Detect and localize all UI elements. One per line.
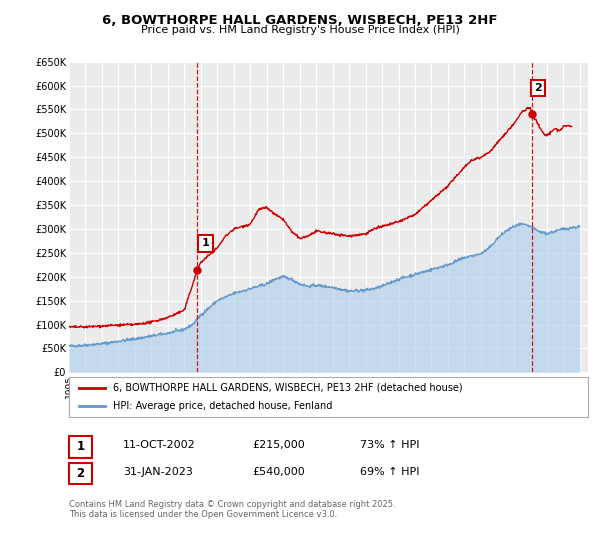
Text: 1: 1 bbox=[202, 239, 209, 248]
Text: 69% ↑ HPI: 69% ↑ HPI bbox=[360, 466, 419, 477]
Text: £215,000: £215,000 bbox=[252, 440, 305, 450]
Text: 2: 2 bbox=[76, 466, 85, 480]
Text: 2: 2 bbox=[535, 83, 542, 93]
Point bbox=[76, 384, 83, 391]
Point bbox=[102, 403, 109, 410]
Text: £540,000: £540,000 bbox=[252, 466, 305, 477]
Point bbox=[102, 384, 109, 391]
Text: 31-JAN-2023: 31-JAN-2023 bbox=[123, 466, 193, 477]
Text: HPI: Average price, detached house, Fenland: HPI: Average price, detached house, Fenl… bbox=[113, 402, 332, 411]
Text: Price paid vs. HM Land Registry's House Price Index (HPI): Price paid vs. HM Land Registry's House … bbox=[140, 25, 460, 35]
Text: 11-OCT-2002: 11-OCT-2002 bbox=[123, 440, 196, 450]
Text: 1: 1 bbox=[76, 440, 85, 454]
Text: 73% ↑ HPI: 73% ↑ HPI bbox=[360, 440, 419, 450]
Point bbox=[76, 403, 83, 410]
Text: 6, BOWTHORPE HALL GARDENS, WISBECH, PE13 2HF (detached house): 6, BOWTHORPE HALL GARDENS, WISBECH, PE13… bbox=[113, 383, 463, 393]
Text: Contains HM Land Registry data © Crown copyright and database right 2025.
This d: Contains HM Land Registry data © Crown c… bbox=[69, 500, 395, 519]
Text: 6, BOWTHORPE HALL GARDENS, WISBECH, PE13 2HF: 6, BOWTHORPE HALL GARDENS, WISBECH, PE13… bbox=[102, 14, 498, 27]
